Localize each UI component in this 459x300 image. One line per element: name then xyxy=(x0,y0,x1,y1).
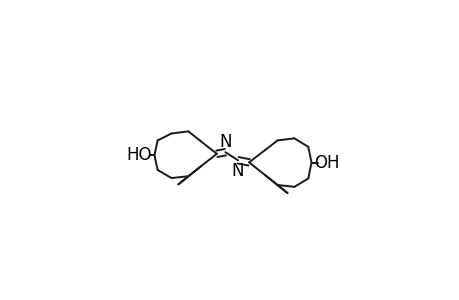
Text: OH: OH xyxy=(313,154,339,172)
Text: N: N xyxy=(218,133,231,151)
Text: N: N xyxy=(231,162,244,180)
Text: HO: HO xyxy=(126,146,151,164)
